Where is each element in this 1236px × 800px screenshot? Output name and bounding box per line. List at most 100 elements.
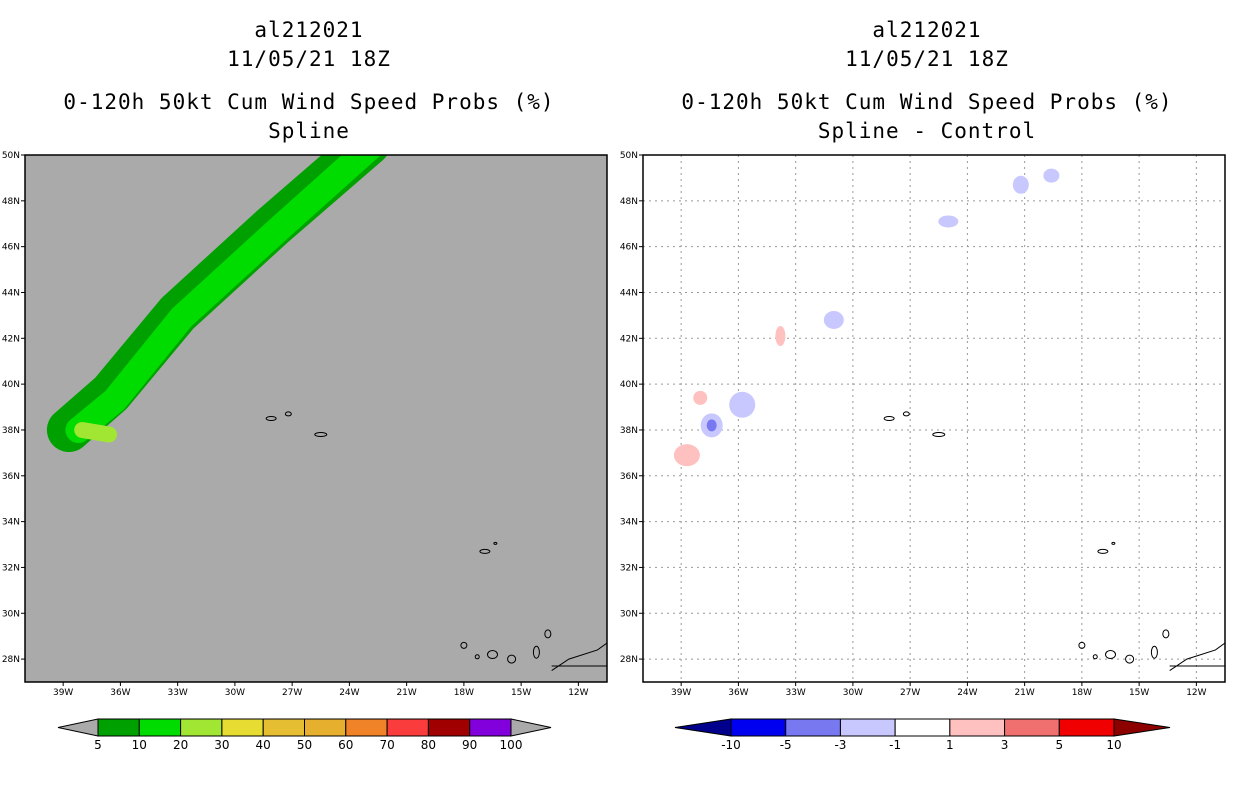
colorbar-swatch: [427, 718, 471, 737]
colorbar-low-arrow: [674, 718, 732, 737]
right-datetime: 11/05/21 18Z: [845, 47, 1009, 71]
island-outline: [314, 432, 328, 438]
y-tick-label: 44N: [620, 288, 638, 298]
colorbar-label: 20: [173, 738, 188, 752]
left-datetime: 11/05/21 18Z: [227, 47, 391, 71]
y-tick-label: 30N: [2, 609, 20, 619]
y-tick-label: 48N: [2, 197, 20, 207]
colorbar-label: 50: [297, 738, 312, 752]
colorbar-label: 60: [338, 738, 353, 752]
island-outline: [532, 645, 540, 659]
y-tick-label: 34N: [2, 518, 20, 528]
island-outline: [265, 416, 277, 421]
x-tick-label: 24W: [339, 688, 359, 698]
x-tick-label: 15W: [1129, 688, 1149, 698]
x-tick-label: 12W: [1186, 688, 1206, 698]
x-tick-label: 30W: [225, 688, 245, 698]
y-tick-label: 48N: [620, 197, 638, 207]
difference-blob: [823, 310, 844, 329]
y-tick-label: 36N: [620, 472, 638, 482]
x-tick-label: 33W: [785, 688, 805, 698]
colorbar-swatch: [386, 718, 429, 737]
x-tick-label: 36W: [110, 688, 130, 698]
africa-coastline: [551, 642, 607, 671]
x-tick-label: 33W: [167, 688, 187, 698]
colorbar-swatch: [345, 718, 388, 737]
island-outline: [544, 629, 552, 639]
y-tick-label: 38N: [2, 426, 20, 436]
colorbar-low-arrow: [57, 718, 99, 737]
x-tick-label: 12W: [568, 688, 588, 698]
colorbar-swatch: [1004, 718, 1060, 737]
colorbar-label: 10: [132, 738, 147, 752]
x-tick-label: 18W: [1072, 688, 1092, 698]
left-product-title: 0-120h 50kt Cum Wind Speed Probs (%): [63, 90, 555, 114]
y-tick-label: 40N: [2, 380, 20, 390]
y-tick-label: 30N: [620, 609, 638, 619]
island-outline: [460, 641, 468, 649]
island-outline: [1092, 654, 1098, 660]
difference-blob: [1043, 168, 1060, 183]
colorbar-swatch: [97, 718, 140, 737]
colorbar-swatch: [839, 718, 896, 737]
colorbar-swatch: [138, 718, 182, 737]
colorbar-swatch: [730, 718, 787, 737]
colorbar-label: 70: [379, 738, 394, 752]
colorbar-label: 3: [1001, 738, 1009, 752]
colorbar-swatch: [180, 718, 223, 737]
island-outline: [1105, 650, 1117, 660]
island-outline: [474, 654, 480, 660]
x-tick-label: 36W: [728, 688, 748, 698]
island-outline: [507, 654, 517, 664]
y-tick-label: 38N: [620, 426, 638, 436]
x-tick-label: 21W: [1014, 688, 1034, 698]
island-outline: [487, 650, 499, 660]
colorbar-label: 1: [946, 738, 954, 752]
island-outline: [1150, 645, 1158, 659]
island-outline: [284, 411, 292, 417]
y-tick-label: 40N: [620, 380, 638, 390]
y-tick-label: 46N: [2, 243, 20, 253]
colorbar-label: 5: [94, 738, 102, 752]
y-tick-label: 50N: [2, 151, 20, 161]
difference-blob: [775, 326, 786, 347]
colorbar-swatch: [894, 718, 951, 737]
colorbar-swatch: [221, 718, 264, 737]
y-tick-label: 32N: [620, 563, 638, 573]
difference-blob: [1012, 175, 1029, 194]
difference-blob: [729, 391, 756, 418]
y-tick-label: 42N: [620, 334, 638, 344]
island-outline: [479, 548, 491, 554]
colorbar-swatch: [304, 718, 347, 737]
probability-background: [25, 155, 607, 682]
island-outline: [883, 416, 895, 421]
y-tick-label: 32N: [2, 563, 20, 573]
left-storm-id: al212021: [254, 18, 364, 42]
colorbar-swatch: [785, 718, 841, 737]
colorbar-label: -1: [889, 738, 901, 752]
colorbar-label: 90: [462, 738, 477, 752]
y-tick-label: 50N: [620, 151, 638, 161]
y-tick-label: 44N: [2, 288, 20, 298]
colorbar-label: 80: [421, 738, 436, 752]
difference-blob: [673, 444, 700, 467]
plot-frame: [642, 154, 1226, 683]
left-method-label: Spline: [268, 119, 350, 143]
colorbar-swatch: [469, 718, 512, 737]
colorbar-label: 5: [1055, 738, 1063, 752]
difference-blob: [938, 215, 959, 228]
y-tick-label: 42N: [2, 334, 20, 344]
x-tick-label: 27W: [282, 688, 302, 698]
y-tick-label: 34N: [620, 518, 638, 528]
island-outline: [1162, 629, 1170, 639]
colorbar-label: 10: [1106, 738, 1121, 752]
island-outline: [902, 411, 910, 417]
colorbar-label: 40: [256, 738, 271, 752]
y-tick-label: 28N: [2, 655, 20, 665]
island-outline: [1125, 654, 1135, 664]
x-tick-label: 39W: [671, 688, 691, 698]
right-panel-title: al212021 11/05/21 18Z 0-120h 50kt Cum Wi…: [618, 16, 1236, 146]
x-tick-label: 15W: [511, 688, 531, 698]
colorbar-high-arrow: [510, 718, 552, 737]
